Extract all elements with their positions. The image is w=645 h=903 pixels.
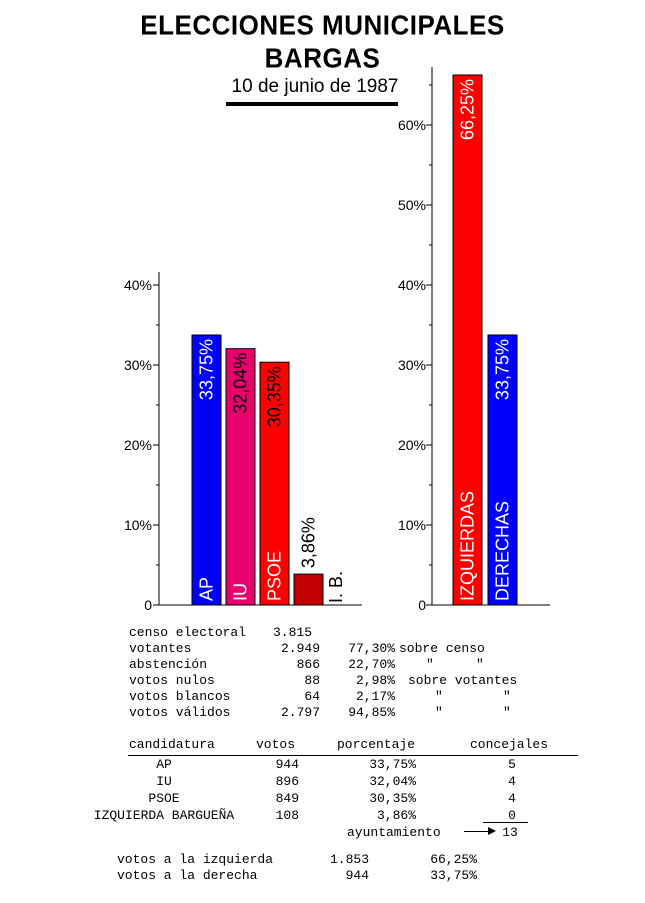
candidate-votes: 849 bbox=[275, 791, 299, 806]
ditto-mark: " bbox=[503, 689, 511, 704]
sum-rule bbox=[483, 822, 528, 823]
summary-percent: 33,75% bbox=[430, 868, 477, 883]
candidate-seats: 5 bbox=[508, 757, 516, 772]
arrow-right-icon bbox=[464, 827, 496, 835]
candidate-percent: 30,35% bbox=[369, 791, 416, 806]
total-label: ayuntamiento bbox=[347, 825, 441, 840]
y-tick-label: 30% bbox=[398, 357, 426, 373]
candidate-name: IZQUIERDA BARGUEÑA bbox=[93, 808, 235, 823]
bar-derechas bbox=[487, 334, 518, 606]
stat-note: sobre votantes bbox=[408, 673, 518, 688]
stat-label: censo electoral bbox=[129, 625, 247, 640]
stat-label: votos nulos bbox=[129, 673, 215, 688]
stat-label: votos válidos bbox=[129, 705, 231, 720]
category-label: AP bbox=[197, 577, 217, 601]
candidate-percent: 3,86% bbox=[376, 808, 416, 823]
candidate-percent: 33,75% bbox=[369, 757, 416, 772]
stat-percent: 2,17% bbox=[355, 689, 395, 704]
date-underline bbox=[226, 102, 398, 106]
candidate-votes: 944 bbox=[275, 757, 299, 772]
data-label: 3,86% bbox=[299, 517, 319, 568]
stat-value: 88 bbox=[304, 673, 320, 688]
category-label: IZQUIERDAS bbox=[458, 491, 478, 601]
stat-percent: 77,30% bbox=[348, 641, 395, 656]
candidate-percent: 32,04% bbox=[369, 774, 416, 789]
bar-ap bbox=[191, 334, 222, 606]
stat-label: abstención bbox=[129, 657, 208, 672]
charts-canvas: 0 10% 20% 30% 40% AP 33,75% IU 32,04% PSOE 30,35% I… bbox=[124, 67, 550, 613]
y-tick-label: 10% bbox=[124, 517, 152, 533]
stat-percent: 94,85% bbox=[348, 705, 395, 720]
stat-value: 866 bbox=[296, 657, 320, 672]
y-tick-label: 40% bbox=[124, 277, 152, 293]
candidate-name: IU bbox=[156, 774, 172, 789]
y-tick-label: 40% bbox=[398, 277, 426, 293]
bar-izquierdas bbox=[452, 74, 483, 606]
ditto-mark: " bbox=[435, 705, 443, 720]
y-tick-label: 30% bbox=[124, 357, 152, 373]
category-label: PSOE bbox=[265, 551, 285, 601]
data-label: 33,75% bbox=[197, 339, 217, 400]
stat-label: votantes bbox=[129, 641, 192, 656]
header-rule bbox=[128, 755, 578, 756]
candidate-seats: 4 bbox=[508, 774, 516, 789]
category-label: DERECHAS bbox=[493, 501, 513, 601]
column-header-votos: votos bbox=[256, 737, 296, 752]
candidate-name: AP bbox=[156, 757, 172, 772]
y-tick-label: 50% bbox=[398, 197, 426, 213]
bar-psoe bbox=[259, 361, 290, 606]
total-seats: 13 bbox=[502, 825, 518, 840]
column-header-concejales: concejales bbox=[470, 737, 549, 752]
stat-label: votos blancos bbox=[129, 689, 231, 704]
stat-value: 64 bbox=[304, 689, 320, 704]
page-title: ELECCIONES MUNICIPALES bbox=[140, 8, 505, 42]
bar-ib bbox=[293, 573, 324, 606]
y-tick-label: 20% bbox=[398, 437, 426, 453]
y-tick-label: 60% bbox=[398, 117, 426, 133]
stat-note: sobre censo bbox=[399, 641, 485, 656]
stat-percent: 22,70% bbox=[348, 657, 395, 672]
stat-value: 2.797 bbox=[280, 705, 320, 720]
summary-value: 1.853 bbox=[329, 852, 369, 867]
candidate-seats: 0 bbox=[508, 808, 516, 823]
ditto-mark: " bbox=[426, 657, 434, 672]
candidate-name: PSOE bbox=[148, 791, 180, 806]
category-label: IU bbox=[231, 583, 251, 601]
summary-value: 944 bbox=[345, 868, 369, 883]
column-header-candidatura: candidatura bbox=[129, 737, 215, 752]
summary-label: votos a la izquierda bbox=[117, 852, 274, 867]
category-label: I. B. bbox=[326, 571, 346, 603]
candidate-seats: 4 bbox=[508, 791, 516, 806]
stat-value: 2.949 bbox=[280, 641, 320, 656]
page-subtitle: BARGAS bbox=[264, 41, 381, 75]
ditto-mark: " bbox=[476, 657, 484, 672]
candidate-votes: 896 bbox=[275, 774, 299, 789]
election-date: 10 de junio de 1987 bbox=[231, 76, 399, 97]
y-tick-label: 10% bbox=[398, 517, 426, 533]
ditto-mark: " bbox=[435, 689, 443, 704]
ditto-mark: " bbox=[503, 705, 511, 720]
stat-value: 3.815 bbox=[273, 625, 313, 640]
y-tick-label: 0 bbox=[418, 597, 426, 613]
y-tick-label: 0 bbox=[144, 597, 152, 613]
bar-iu bbox=[225, 348, 256, 606]
column-header-porcentaje: porcentaje bbox=[337, 737, 416, 752]
data-label: 32,04% bbox=[231, 353, 251, 414]
summary-percent: 66,25% bbox=[430, 852, 477, 867]
data-label: 66,25% bbox=[458, 79, 478, 140]
stat-percent: 2,98% bbox=[355, 673, 395, 688]
data-label: 33,75% bbox=[493, 339, 513, 400]
candidate-votes: 108 bbox=[275, 808, 299, 823]
summary-label: votos a la derecha bbox=[117, 868, 258, 883]
data-label: 30,35% bbox=[265, 366, 285, 427]
y-tick-label: 20% bbox=[124, 437, 152, 453]
